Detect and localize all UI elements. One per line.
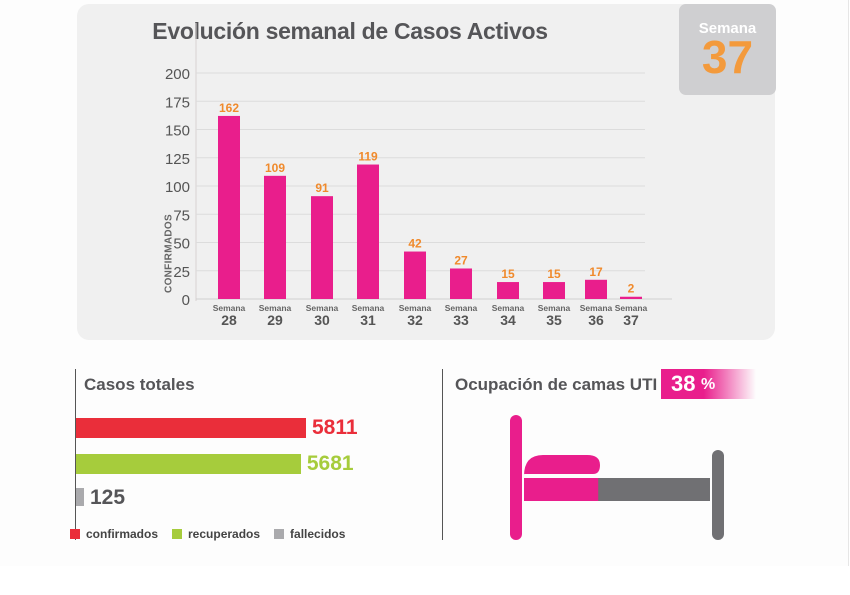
data-label: 17 (589, 265, 603, 279)
total-cases-title: Casos totales (84, 375, 195, 394)
bed-headboard (510, 415, 522, 540)
bar-semana-36 (585, 279, 607, 299)
x-tick-prefix: Semana (213, 303, 246, 313)
data-label: 119 (358, 150, 378, 164)
x-tick-label: 30 (314, 312, 330, 328)
x-tick-label: 29 (267, 312, 283, 328)
y-tick-label: 25 (173, 264, 190, 281)
data-label: 2 (628, 282, 635, 296)
data-label: 91 (315, 181, 329, 195)
y-tick-label: 150 (165, 123, 190, 140)
data-label: 162 (219, 101, 239, 115)
x-tick-label: 28 (221, 312, 237, 328)
x-tick-prefix: Semana (259, 303, 292, 313)
x-tick-label: 35 (546, 312, 562, 328)
totals-legend: confirmados recuperados fallecidos (70, 527, 349, 541)
bar-semana-32 (404, 251, 426, 299)
y-tick-label: 100 (165, 179, 190, 196)
x-tick-prefix: Semana (538, 303, 571, 313)
bed-pillow (524, 455, 600, 476)
legend-swatch-recuperados (172, 529, 183, 539)
bar-semana-37 (620, 296, 642, 299)
x-tick-prefix: Semana (399, 303, 432, 313)
confirmed-bar (76, 418, 306, 438)
recovered-value: 5681 (306, 452, 354, 475)
bar-semana-35 (543, 282, 565, 299)
data-label: 15 (547, 267, 561, 281)
bar-semana-33 (450, 268, 472, 299)
percent-sign: % (701, 376, 716, 393)
bed-mattress-occupied (524, 478, 599, 501)
x-tick-prefix: Semana (492, 303, 525, 313)
data-label: 109 (265, 161, 285, 175)
week-badge-label: Semana (698, 20, 757, 37)
week-badge-number: 37 (701, 31, 754, 83)
legend-item-recuperados: recuperados (172, 527, 260, 541)
bar-semana-34 (497, 282, 519, 299)
x-tick-label: 37 (623, 312, 639, 328)
bar-semana-28 (218, 115, 240, 299)
legend-swatch-fallecidos (274, 529, 285, 539)
x-tick-label: 32 (407, 312, 423, 328)
x-tick-label: 31 (360, 312, 376, 328)
bar-chart: 0255075100125150175200162Semana28109Sema… (165, 23, 672, 328)
data-label: 27 (454, 253, 468, 267)
y-tick-label: 200 (165, 66, 190, 83)
week-badge: Semana 37 (679, 4, 776, 95)
x-tick-prefix: Semana (306, 303, 339, 313)
deceased-value: 125 (90, 486, 126, 509)
legend-swatch-confirmados (70, 529, 80, 539)
confirmed-value: 5811 (312, 416, 358, 439)
y-tick-label: 175 (165, 94, 190, 111)
y-tick-label: 75 (173, 207, 190, 224)
icu-occupancy-badge: 38 % (661, 369, 756, 399)
x-tick-label: 34 (500, 312, 516, 328)
x-tick-prefix: Semana (615, 303, 648, 313)
x-tick-label: 33 (453, 312, 469, 328)
legend-label: confirmados (86, 527, 159, 541)
icu-occupancy-percent: 38 (671, 371, 696, 396)
total-cases-section: Casos totales 5811 5681 125 (75, 369, 416, 540)
y-tick-label: 0 (182, 292, 190, 309)
icu-occupancy-title: Ocupación de camas UTI (455, 375, 658, 394)
recovered-bar (76, 454, 301, 474)
y-axis-title: CONFIRMADOS (163, 214, 175, 293)
x-tick-prefix: Semana (352, 303, 385, 313)
x-tick-label: 36 (588, 312, 604, 328)
deceased-bar (76, 488, 84, 506)
y-tick-label: 125 (165, 151, 190, 168)
chart-title: Evolución semanal de Casos Activos (152, 18, 548, 44)
bar-semana-29 (264, 175, 286, 299)
legend-label: recuperados (188, 527, 261, 541)
bar-semana-30 (311, 196, 333, 299)
icu-occupancy-section: Ocupación de camas UTI 38 % (442, 369, 773, 540)
bed-icon (510, 415, 724, 540)
bed-footboard (712, 450, 724, 540)
x-tick-prefix: Semana (580, 303, 613, 313)
data-label: 42 (408, 237, 422, 251)
bar-semana-31 (357, 164, 379, 299)
legend-item-confirmados: confirmados (70, 527, 158, 541)
x-tick-prefix: Semana (445, 303, 478, 313)
y-tick-label: 50 (173, 236, 190, 253)
legend-item-fallecidos: fallecidos (274, 527, 345, 541)
legend-label: fallecidos (290, 527, 346, 541)
data-label: 15 (501, 267, 515, 281)
